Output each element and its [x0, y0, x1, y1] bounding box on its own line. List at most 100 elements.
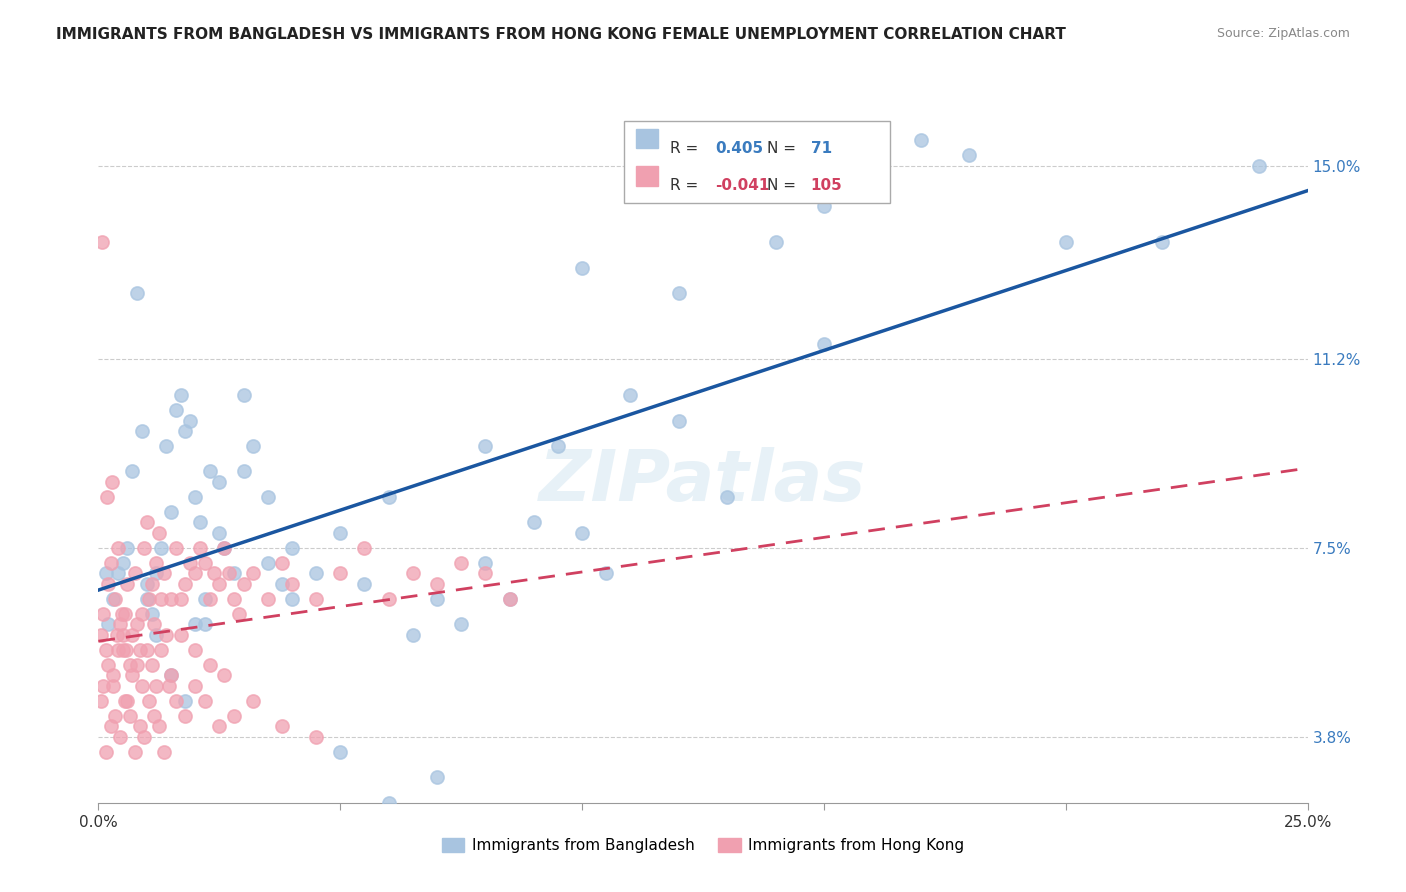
Point	[353, 541, 375, 555]
Point	[135, 643, 157, 657]
Point	[305, 591, 328, 606]
Point	[118, 709, 141, 723]
Point	[91, 679, 114, 693]
Point	[198, 658, 221, 673]
Point	[174, 424, 197, 438]
Text: Source: ZipAtlas.com: Source: ZipAtlas.com	[1216, 27, 1350, 40]
Point	[194, 617, 217, 632]
Point	[124, 745, 146, 759]
Point	[157, 679, 180, 693]
Point	[143, 709, 166, 723]
Point	[160, 591, 183, 606]
Point	[184, 617, 207, 632]
Point	[222, 591, 245, 606]
Point	[152, 745, 174, 759]
Point	[377, 796, 399, 810]
Point	[165, 541, 187, 555]
Text: ZIPatlas: ZIPatlas	[540, 447, 866, 516]
Point	[194, 556, 217, 570]
Point	[595, 566, 617, 581]
Point	[547, 439, 569, 453]
FancyBboxPatch shape	[624, 121, 890, 203]
Point	[108, 617, 131, 632]
Point	[174, 709, 197, 723]
Point	[101, 591, 124, 606]
Point	[111, 627, 134, 641]
Point	[1054, 235, 1077, 249]
Point	[101, 679, 124, 693]
Text: N =: N =	[768, 141, 796, 156]
Point	[184, 566, 207, 581]
Point	[160, 505, 183, 519]
Point	[188, 516, 211, 530]
Point	[150, 643, 173, 657]
Point	[174, 694, 197, 708]
Point	[194, 591, 217, 606]
Point	[402, 566, 425, 581]
Point	[94, 566, 117, 581]
Point	[668, 413, 690, 427]
Point	[1249, 159, 1271, 173]
Point	[179, 556, 201, 570]
Point	[100, 556, 122, 570]
Point	[135, 576, 157, 591]
Point	[127, 617, 149, 632]
Point	[498, 591, 520, 606]
Point	[150, 591, 173, 606]
Point	[104, 709, 127, 723]
Point	[121, 627, 143, 641]
Point	[152, 566, 174, 581]
Point	[523, 516, 546, 530]
Point	[169, 627, 191, 641]
Point	[97, 576, 120, 591]
Point	[474, 556, 496, 570]
Point	[160, 668, 183, 682]
Point	[281, 541, 304, 555]
Point	[134, 541, 156, 555]
Point	[305, 730, 328, 744]
Point	[115, 643, 138, 657]
Point	[150, 541, 173, 555]
Point	[135, 516, 157, 530]
Point	[198, 465, 221, 479]
Point	[155, 627, 177, 641]
Text: N =: N =	[768, 178, 796, 194]
Point	[329, 525, 352, 540]
Point	[128, 643, 150, 657]
Point	[114, 607, 136, 622]
Point	[571, 260, 593, 275]
Point	[232, 576, 254, 591]
Point	[271, 576, 294, 591]
Point	[107, 643, 129, 657]
Point	[117, 694, 139, 708]
Point	[94, 745, 117, 759]
Point	[165, 694, 187, 708]
Point	[107, 541, 129, 555]
Point	[222, 709, 245, 723]
Point	[96, 490, 118, 504]
Point	[118, 658, 141, 673]
Point	[184, 490, 207, 504]
Point	[813, 337, 835, 351]
Point	[426, 770, 449, 784]
Point	[145, 627, 167, 641]
Point	[232, 465, 254, 479]
Point	[105, 627, 128, 641]
Point	[141, 607, 163, 622]
Point	[498, 591, 520, 606]
Text: IMMIGRANTS FROM BANGLADESH VS IMMIGRANTS FROM HONG KONG FEMALE UNEMPLOYMENT CORR: IMMIGRANTS FROM BANGLADESH VS IMMIGRANTS…	[56, 27, 1066, 42]
Point	[232, 388, 254, 402]
Text: R =: R =	[671, 141, 699, 156]
Point	[179, 413, 201, 427]
Point	[281, 591, 304, 606]
Point	[910, 133, 932, 147]
Point	[198, 591, 221, 606]
Point	[571, 525, 593, 540]
Text: R =: R =	[671, 178, 699, 194]
Point	[101, 475, 124, 489]
Point	[957, 148, 980, 162]
Point	[716, 490, 738, 504]
Point	[242, 439, 264, 453]
Point	[111, 643, 134, 657]
Point	[160, 668, 183, 682]
